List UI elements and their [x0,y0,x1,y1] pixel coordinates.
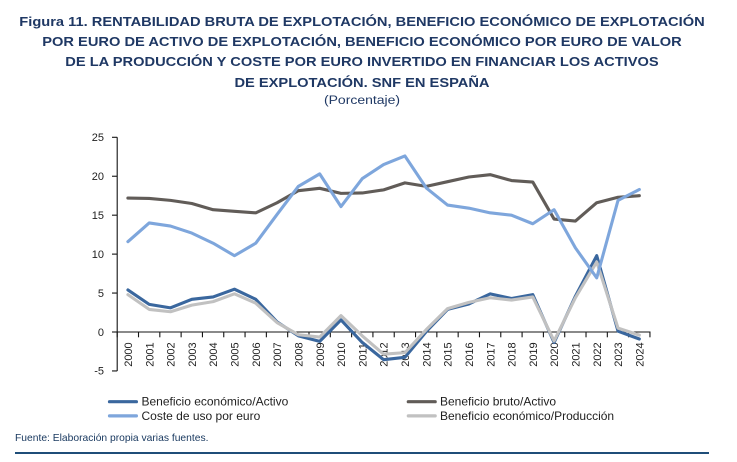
svg-text:2006: 2006 [251,342,263,366]
svg-text:2016: 2016 [464,342,476,366]
svg-text:2010: 2010 [336,342,348,366]
svg-text:2001: 2001 [144,342,156,366]
svg-text:2007: 2007 [272,342,284,366]
svg-text:2018: 2018 [507,342,519,366]
svg-text:2017: 2017 [485,342,497,366]
svg-text:2024: 2024 [634,342,646,366]
svg-text:2021: 2021 [571,342,583,366]
svg-text:25: 25 [92,132,104,144]
svg-text:2022: 2022 [592,342,604,366]
svg-text:2023: 2023 [613,342,625,366]
svg-text:Beneficio económico/Activo: Beneficio económico/Activo [142,395,289,409]
svg-text:10: 10 [92,249,104,261]
svg-text:Beneficio bruto/Activo: Beneficio bruto/Activo [440,395,556,409]
svg-text:2003: 2003 [187,342,199,366]
svg-text:2000: 2000 [123,342,135,366]
svg-text:2005: 2005 [230,342,242,366]
svg-text:-5: -5 [94,366,104,378]
svg-text:Beneficio económico/Producción: Beneficio económico/Producción [440,409,614,423]
svg-text:15: 15 [92,210,104,222]
svg-text:2015: 2015 [443,342,455,366]
svg-text:2019: 2019 [528,342,540,366]
svg-text:2020: 2020 [549,342,561,366]
svg-text:2002: 2002 [166,342,178,366]
svg-text:2008: 2008 [293,342,305,366]
svg-text:0: 0 [98,327,104,339]
svg-text:5: 5 [98,288,104,300]
svg-text:2014: 2014 [421,342,433,366]
svg-text:Coste de uso por euro: Coste de uso por euro [142,409,261,423]
svg-text:2009: 2009 [315,342,327,366]
svg-text:20: 20 [92,171,104,183]
svg-text:2011: 2011 [357,343,369,367]
svg-text:2004: 2004 [208,342,220,366]
